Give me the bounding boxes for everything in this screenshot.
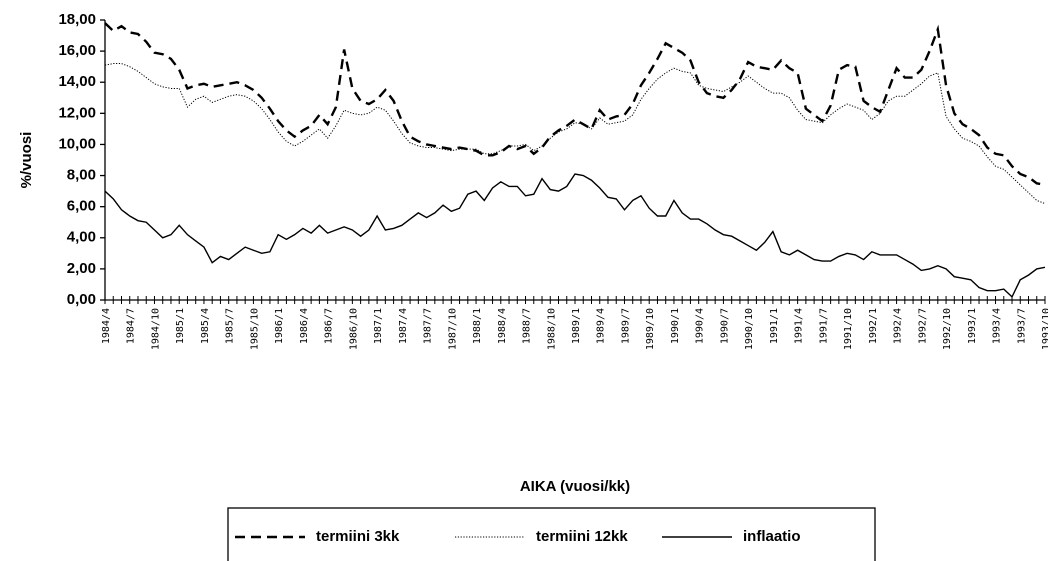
x-tick-label: 1984/4 bbox=[101, 308, 112, 344]
x-tick-label: 1988/7 bbox=[522, 308, 533, 344]
x-tick-label: 1993/10 bbox=[1041, 308, 1048, 350]
y-tick-label: 2,00 bbox=[67, 260, 96, 277]
x-tick-label: 1991/10 bbox=[843, 308, 854, 350]
x-tick-label: 1984/10 bbox=[150, 308, 161, 350]
x-tick-label: 1993/1 bbox=[967, 308, 978, 344]
y-tick-label: 12,00 bbox=[58, 104, 96, 121]
legend-box bbox=[227, 507, 876, 561]
y-tick-label: 4,00 bbox=[67, 229, 96, 246]
x-tick-label: 1987/4 bbox=[398, 308, 409, 344]
x-tick-label: 1992/7 bbox=[917, 308, 928, 344]
y-tick-label: 6,00 bbox=[67, 198, 96, 215]
legend-label: termiini 3kk bbox=[316, 528, 400, 545]
x-tick-label: 1988/4 bbox=[497, 308, 508, 344]
x-tick-label: 1989/1 bbox=[571, 308, 582, 344]
x-tick-label: 1990/4 bbox=[695, 308, 706, 344]
x-tick-label: 1986/1 bbox=[274, 308, 285, 344]
x-tick-label: 1987/1 bbox=[373, 308, 384, 344]
y-tick-label: 16,00 bbox=[58, 42, 96, 59]
series-line bbox=[104, 22, 1046, 187]
x-tick-label: 1990/10 bbox=[744, 308, 755, 350]
x-tick-label: 1984/7 bbox=[126, 308, 137, 344]
y-tick-label: 10,00 bbox=[58, 135, 96, 152]
y-tick-label: 0,00 bbox=[67, 291, 96, 308]
x-tick-label: 1985/4 bbox=[200, 308, 211, 344]
x-tick-label: 1991/1 bbox=[769, 308, 780, 344]
y-tick-label: 14,00 bbox=[58, 73, 96, 90]
x-axis-label: AIKA (vuosi/kk) bbox=[520, 478, 630, 495]
series-line bbox=[104, 173, 1046, 299]
legend-label: termiini 12kk bbox=[536, 528, 628, 545]
x-tick-label: 1992/1 bbox=[868, 308, 879, 344]
x-tick-label: 1987/7 bbox=[423, 308, 434, 344]
x-tick-label: 1990/7 bbox=[719, 308, 730, 344]
x-tick-label: 1985/10 bbox=[249, 308, 260, 350]
x-tick-label: 1985/7 bbox=[225, 308, 236, 344]
x-tick-label: 1988/1 bbox=[472, 308, 483, 344]
x-tick-label: 1988/10 bbox=[546, 308, 557, 350]
x-tick-label: 1987/10 bbox=[447, 308, 458, 350]
x-tick-label: 1991/4 bbox=[794, 308, 805, 344]
x-tick-label: 1989/10 bbox=[645, 308, 656, 350]
x-tick-label: 1992/10 bbox=[942, 308, 953, 350]
y-axis-label: %/vuosi bbox=[18, 132, 35, 189]
y-tick-label: 8,00 bbox=[67, 167, 96, 184]
x-tick-label: 1991/7 bbox=[818, 308, 829, 344]
x-tick-label: 1989/4 bbox=[596, 308, 607, 344]
y-tick-label: 18,00 bbox=[58, 11, 96, 28]
x-tick-label: 1992/4 bbox=[893, 308, 904, 344]
x-tick-label: 1993/7 bbox=[1016, 308, 1027, 344]
x-tick-label: 1986/4 bbox=[299, 308, 310, 344]
x-tick-label: 1989/7 bbox=[620, 308, 631, 344]
x-tick-label: 1986/7 bbox=[324, 308, 335, 344]
x-tick-label: 1993/4 bbox=[992, 308, 1003, 344]
legend-label: inflaatio bbox=[743, 528, 801, 545]
x-tick-label: 1986/10 bbox=[348, 308, 359, 350]
x-tick-label: 1985/1 bbox=[175, 308, 186, 344]
x-tick-label: 1990/1 bbox=[670, 308, 681, 344]
